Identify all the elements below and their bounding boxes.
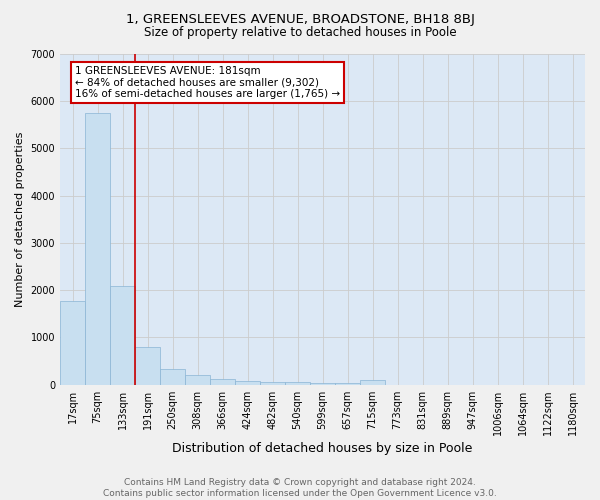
Y-axis label: Number of detached properties: Number of detached properties [15,132,25,307]
Bar [210,380,235,384]
Bar [260,382,285,384]
Bar [60,300,85,384]
Bar [235,380,260,384]
Text: 1 GREENSLEEVES AVENUE: 181sqm
← 84% of detached houses are smaller (9,302)
16% o: 1 GREENSLEEVES AVENUE: 181sqm ← 84% of d… [75,66,340,99]
Text: 1, GREENSLEEVES AVENUE, BROADSTONE, BH18 8BJ: 1, GREENSLEEVES AVENUE, BROADSTONE, BH18… [125,12,475,26]
X-axis label: Distribution of detached houses by size in Poole: Distribution of detached houses by size … [172,442,473,455]
Bar [360,380,385,384]
Text: Size of property relative to detached houses in Poole: Size of property relative to detached ho… [143,26,457,39]
Bar [110,286,135,384]
Bar [85,113,110,384]
Bar [285,382,310,384]
Bar [135,348,160,385]
Bar [310,382,335,384]
Bar [160,368,185,384]
Text: Contains HM Land Registry data © Crown copyright and database right 2024.
Contai: Contains HM Land Registry data © Crown c… [103,478,497,498]
Bar [335,383,360,384]
Bar [185,375,210,384]
